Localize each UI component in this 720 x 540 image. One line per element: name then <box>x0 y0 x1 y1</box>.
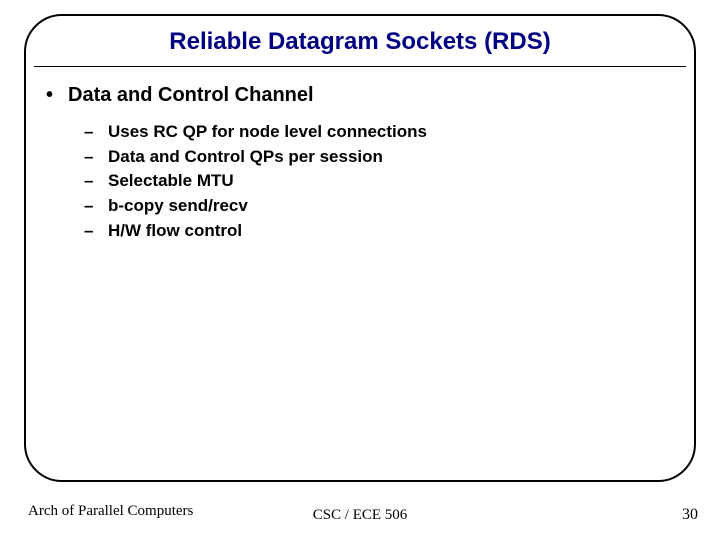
sub-bullet-text: b-copy send/recv <box>108 194 248 219</box>
sub-bullet-marker: – <box>84 194 108 219</box>
sub-bullet-item: – Uses RC QP for node level connections <box>84 120 427 145</box>
sub-bullet-text: Selectable MTU <box>108 169 234 194</box>
bullet-marker: • <box>46 84 68 107</box>
footer-page-number: 30 <box>682 506 698 524</box>
sub-bullet-marker: – <box>84 145 108 170</box>
sub-bullet-item: – Selectable MTU <box>84 169 427 194</box>
sub-bullet-item: – H/W flow control <box>84 219 427 244</box>
sub-bullet-item: – b-copy send/recv <box>84 194 427 219</box>
sub-bullet-text: Uses RC QP for node level connections <box>108 120 427 145</box>
sub-bullet-text: Data and Control QPs per session <box>108 145 383 170</box>
sub-bullet-marker: – <box>84 169 108 194</box>
sub-bullet-marker: – <box>84 120 108 145</box>
main-bullet: •Data and Control Channel <box>46 84 314 107</box>
title-divider <box>34 66 686 67</box>
slide: Reliable Datagram Sockets (RDS) •Data an… <box>0 0 720 540</box>
sub-bullet-item: – Data and Control QPs per session <box>84 145 427 170</box>
sub-bullet-list: – Uses RC QP for node level connections … <box>84 120 427 243</box>
slide-title: Reliable Datagram Sockets (RDS) <box>0 28 720 56</box>
main-bullet-text: Data and Control Channel <box>68 84 314 106</box>
sub-bullet-text: H/W flow control <box>108 219 242 244</box>
sub-bullet-marker: – <box>84 219 108 244</box>
footer-center: CSC / ECE 506 <box>0 507 720 524</box>
